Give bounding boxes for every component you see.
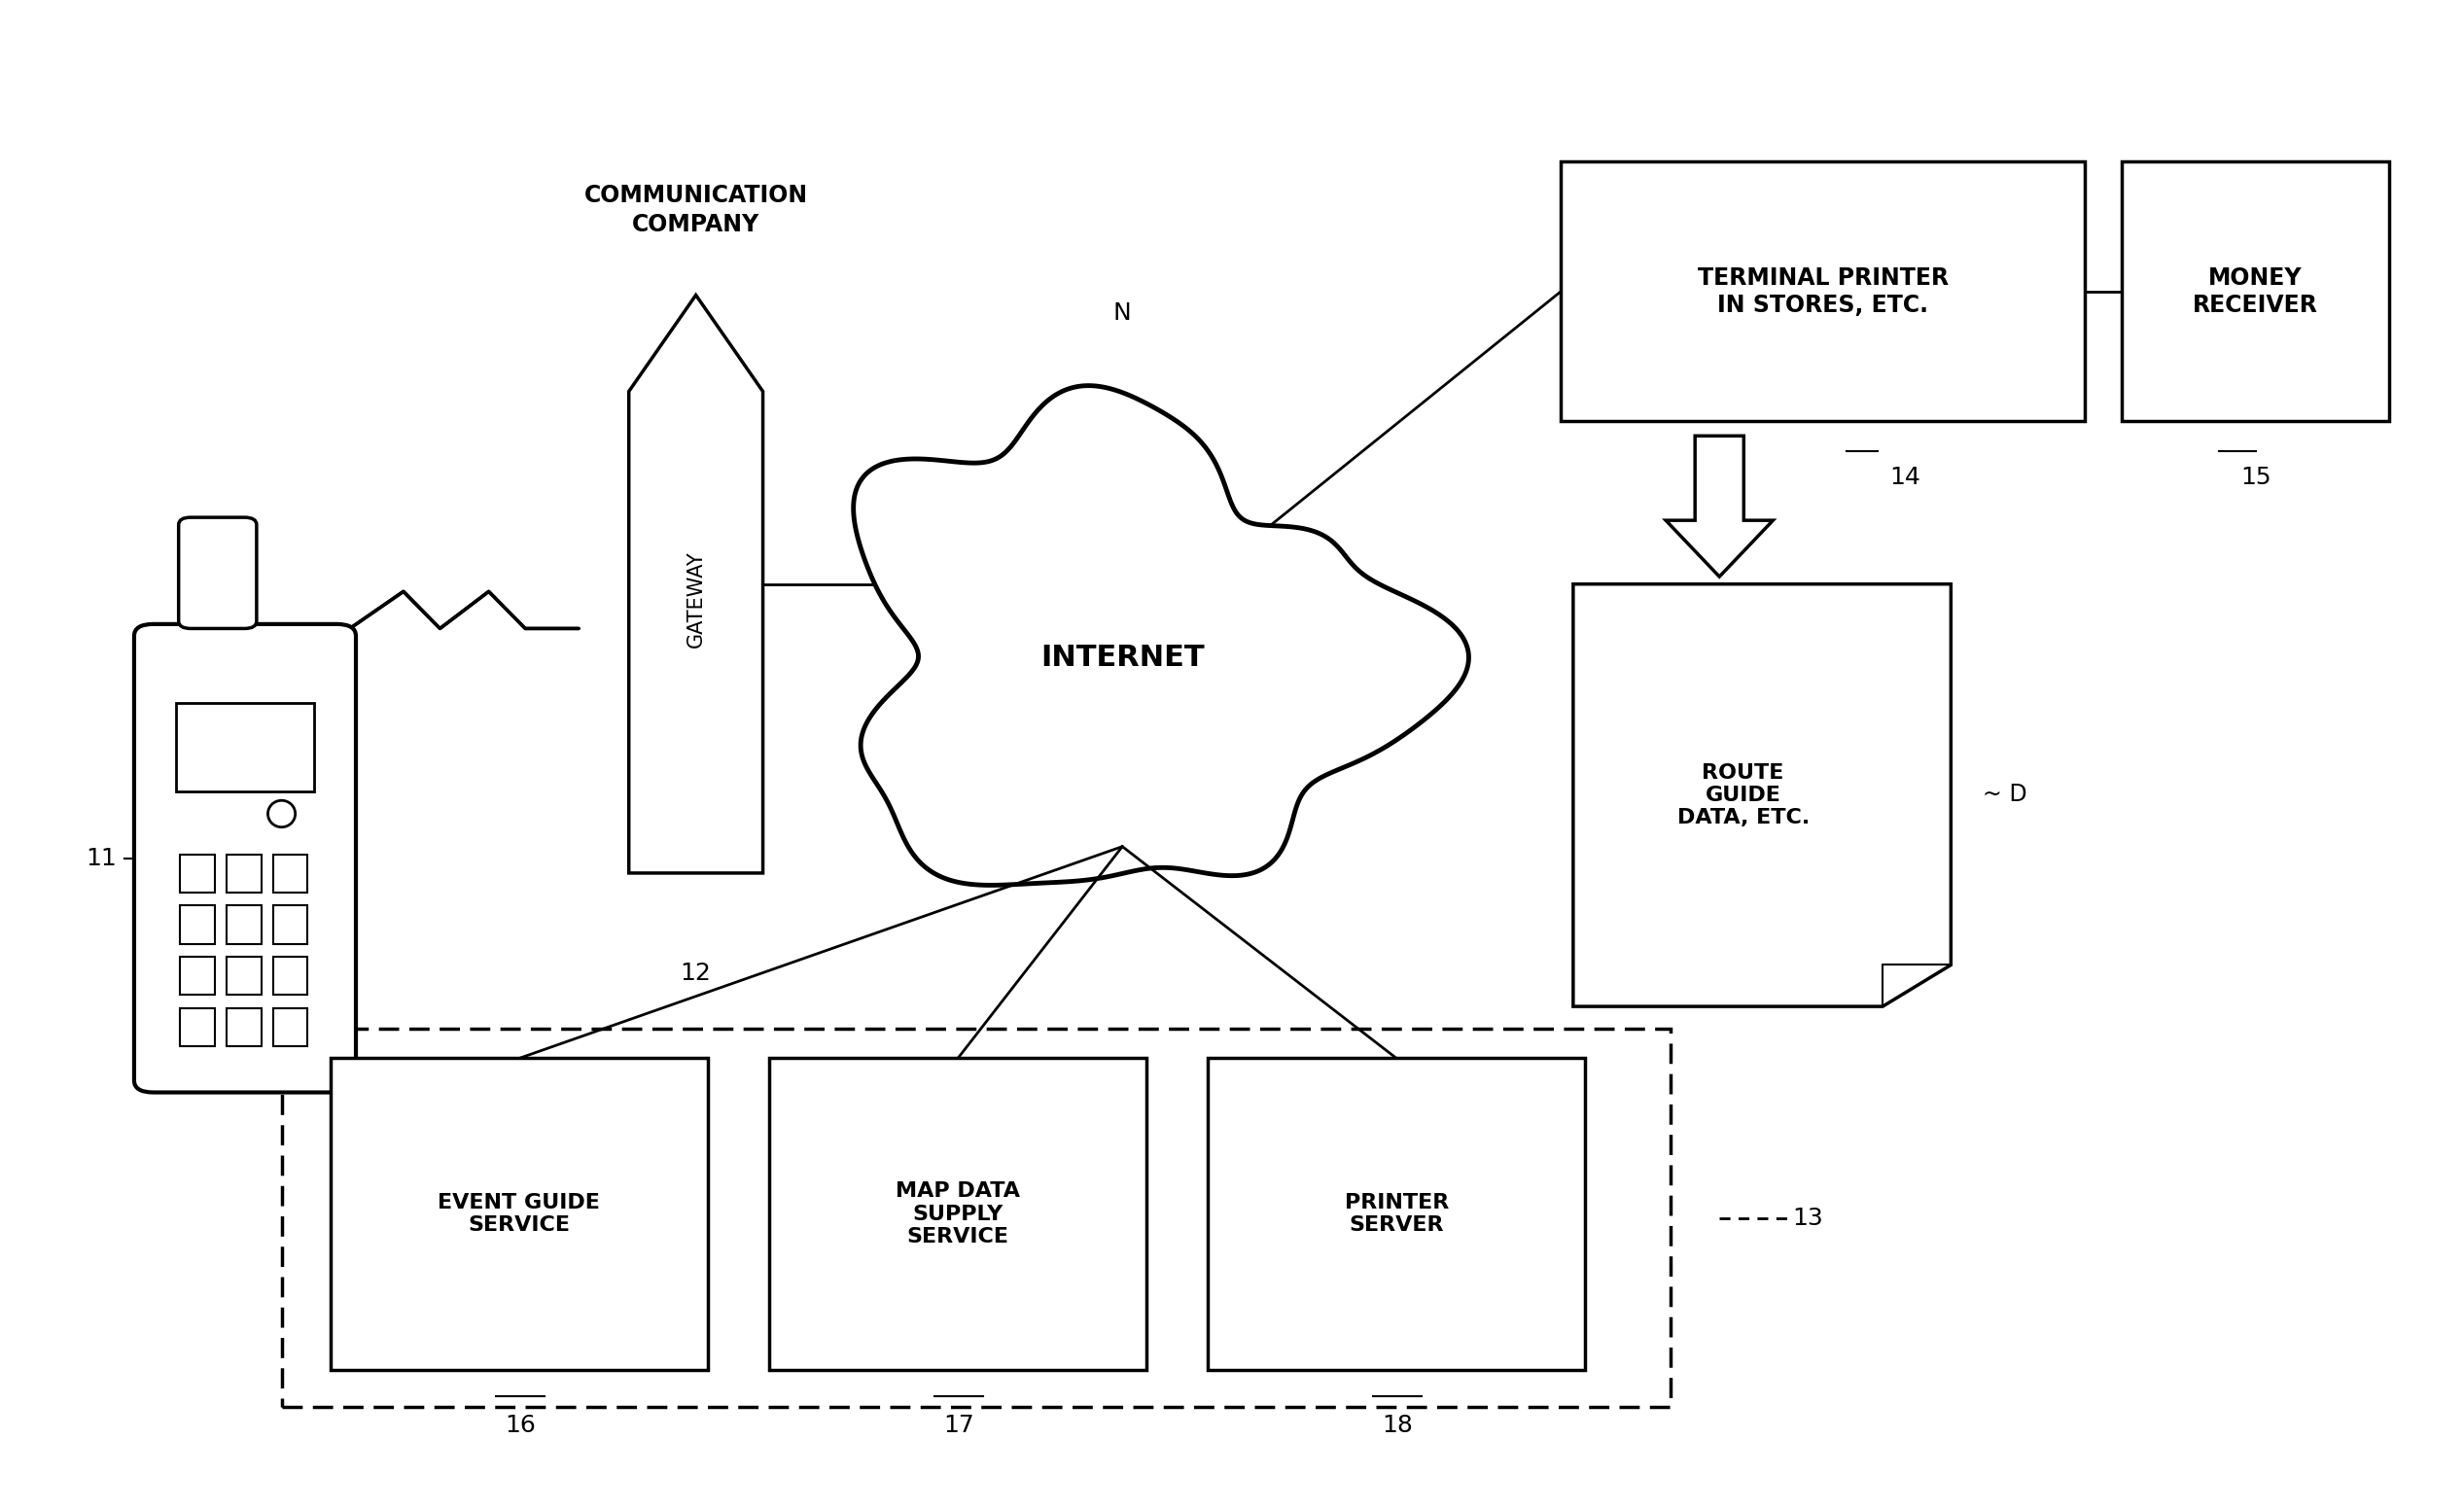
Text: EVENT GUIDE
SERVICE: EVENT GUIDE SERVICE [439, 1194, 601, 1234]
Text: ~ D: ~ D [1984, 783, 2028, 806]
Bar [281, 1029, 1671, 1406]
Bar [227, 957, 261, 994]
Bar [330, 1058, 707, 1370]
Polygon shape [628, 296, 764, 874]
Polygon shape [1666, 436, 1774, 576]
Bar [1207, 1058, 1584, 1370]
Text: COMMUNICATION
COMPANY: COMMUNICATION COMPANY [584, 184, 808, 235]
Text: 13: 13 [1791, 1207, 1823, 1230]
Bar [769, 1058, 1146, 1370]
Bar [180, 1008, 214, 1046]
Text: GATEWAY: GATEWAY [685, 551, 705, 647]
Text: 12: 12 [680, 961, 712, 985]
Bar [274, 1008, 308, 1046]
Text: 16: 16 [505, 1414, 535, 1437]
Text: TERMINAL PRINTER
IN STORES, ETC.: TERMINAL PRINTER IN STORES, ETC. [1698, 266, 1949, 317]
Bar [175, 703, 315, 792]
Text: MONEY
RECEIVER: MONEY RECEIVER [2193, 266, 2319, 317]
FancyBboxPatch shape [133, 625, 355, 1093]
Text: 11: 11 [86, 847, 118, 869]
Text: PRINTER
SERVER: PRINTER SERVER [1345, 1194, 1449, 1234]
Bar [227, 1008, 261, 1046]
Text: N: N [1114, 302, 1131, 324]
Text: 14: 14 [1890, 465, 1922, 489]
Bar [180, 957, 214, 994]
Bar [180, 905, 214, 945]
Bar [2122, 161, 2390, 421]
Bar [274, 957, 308, 994]
Polygon shape [853, 386, 1469, 886]
Bar [227, 854, 261, 893]
Bar [274, 854, 308, 893]
Ellipse shape [269, 800, 296, 827]
Polygon shape [1572, 584, 1951, 1007]
Text: INTERNET: INTERNET [1040, 644, 1205, 673]
Bar [180, 854, 214, 893]
Text: MAP DATA
SUPPLY
SERVICE: MAP DATA SUPPLY SERVICE [894, 1182, 1020, 1246]
Bar [1562, 161, 2085, 421]
Text: 18: 18 [1382, 1414, 1414, 1437]
Text: 17: 17 [944, 1414, 973, 1437]
Bar [227, 905, 261, 945]
Text: ROUTE
GUIDE
DATA, ETC.: ROUTE GUIDE DATA, ETC. [1678, 764, 1809, 827]
Bar [274, 905, 308, 945]
FancyBboxPatch shape [177, 518, 256, 629]
Text: 15: 15 [2240, 465, 2272, 489]
